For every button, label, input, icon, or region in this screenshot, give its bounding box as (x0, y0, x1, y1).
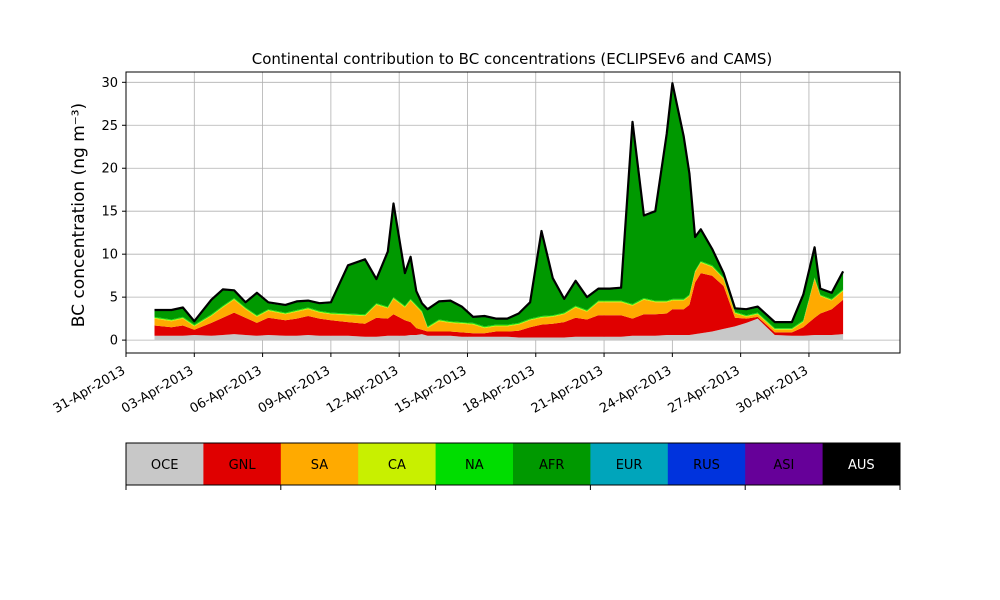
legend-swatch-sa (280, 443, 359, 485)
legend-swatch-eur (590, 443, 669, 485)
y-tick-label: 5 (110, 291, 118, 306)
area-rus (154, 83, 844, 323)
legend-swatch-rus (667, 443, 746, 485)
legend-label-oce: OCE (151, 458, 179, 473)
legend-swatch-oce (126, 443, 204, 485)
x-tick-label: 09-Apr-2013 (256, 363, 333, 416)
x-tick-label: 24-Apr-2013 (597, 363, 674, 416)
y-tick-label: 0 (110, 334, 118, 349)
legend-label-rus: RUS (693, 458, 720, 473)
legend-swatch-gnl (203, 443, 282, 485)
x-tick-label: 12-Apr-2013 (324, 363, 401, 416)
legend-label-na: NA (465, 458, 484, 473)
legend-swatch-na (435, 443, 514, 485)
legend-swatch-asi (745, 443, 824, 485)
grid (125, 72, 900, 353)
x-tick-label: 31-Apr-2013 (51, 363, 128, 416)
area-aus (154, 83, 844, 323)
legend-swatch-aus (822, 443, 901, 485)
x-tick-label: 03-Apr-2013 (119, 363, 196, 416)
area-afr (154, 84, 844, 329)
plot-frame (125, 71, 901, 354)
legend-swatch-ca (358, 443, 437, 485)
legend-swatch-afr (513, 443, 591, 485)
legend-colorbar: OCE GNL SA CA NA AFR EUR RUS ASI AUS (125, 442, 901, 490)
x-tick-label: 21-Apr-2013 (529, 363, 606, 416)
area-eur (154, 83, 844, 323)
legend-label-afr: AFR (539, 458, 564, 473)
y-tick-label: 15 (101, 205, 118, 220)
x-tick-label: 18-Apr-2013 (461, 363, 538, 416)
y-tick-label: 10 (101, 248, 118, 263)
legend-label-gnl: GNL (229, 458, 257, 473)
y-axis-ticks: 0 5 10 15 20 25 30 (101, 76, 126, 349)
y-axis-label: BC concentration (ng m⁻³) (69, 103, 89, 327)
legend-frame (125, 442, 901, 486)
stacked-areas (154, 83, 844, 341)
x-tick-label: 30-Apr-2013 (734, 363, 811, 416)
x-axis-ticks: 31-Apr-201303-Apr-201306-Apr-201309-Apr-… (51, 353, 811, 417)
y-tick-label: 30 (101, 76, 118, 91)
area-sa (154, 262, 844, 334)
legend-label-asi: ASI (773, 458, 794, 473)
total-concentration-line (154, 82, 845, 324)
area-oce (154, 318, 844, 341)
area-asi (154, 83, 844, 323)
x-tick-label: 15-Apr-2013 (392, 363, 469, 416)
area-gnl (154, 273, 844, 338)
legend-label-ca: CA (388, 458, 406, 473)
legend-label-sa: SA (311, 458, 328, 473)
legend-label-aus: AUS (848, 458, 875, 473)
chart-title: Continental contribution to BC concentra… (252, 50, 773, 68)
x-tick-label: 06-Apr-2013 (187, 363, 264, 416)
y-tick-label: 25 (101, 119, 118, 134)
x-tick-label: 27-Apr-2013 (666, 363, 743, 416)
y-tick-label: 20 (101, 162, 118, 177)
legend-label-eur: EUR (616, 458, 643, 473)
